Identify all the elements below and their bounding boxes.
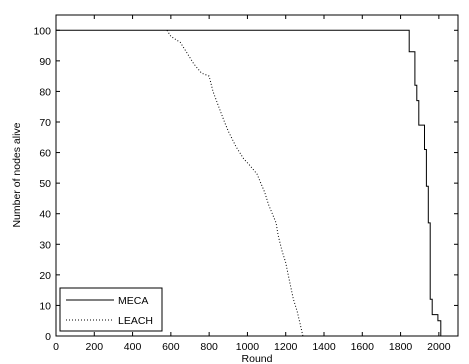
x-axis: 0 200 400 600 800 1000 1200 1400 1600 1800 2000 [53, 15, 451, 353]
x-tick-label: 400 [124, 341, 142, 353]
y-tick-label: 50 [39, 178, 51, 190]
x-tick-label: 1000 [236, 341, 260, 353]
x-tick-label: 0 [53, 341, 59, 353]
legend: MECA LEACH [59, 287, 163, 332]
x-tick-label: 600 [162, 341, 180, 353]
x-tick-label: 1600 [351, 341, 375, 353]
x-tick-label: 800 [200, 341, 218, 353]
x-axis-title: Round [242, 353, 273, 364]
y-tick-label: 70 [39, 117, 51, 129]
y-tick-label: 0 [45, 331, 51, 343]
x-tick-label: 1200 [274, 341, 298, 353]
y-tick-label: 80 [39, 86, 51, 98]
y-tick-label: 20 [39, 270, 51, 282]
series-line-meca [56, 29, 442, 337]
y-tick-label: 90 [39, 56, 51, 68]
plot-area [55, 14, 459, 337]
y-tick-label: 40 [39, 209, 51, 221]
legend-label-meca: MECA [118, 295, 148, 307]
legend-label-leach: LEACH [118, 315, 153, 327]
x-tick-label: 1800 [389, 341, 413, 353]
y-tick-label: 100 [33, 25, 51, 37]
series-line-leach [166, 30, 304, 337]
x-tick-label: 1400 [312, 341, 336, 353]
x-tick-label: 2000 [427, 341, 451, 353]
y-axis-title: Number of nodes alive [11, 122, 23, 227]
y-axis: 0 10 20 30 40 50 60 70 80 90 100 [33, 25, 458, 343]
legend-box [59, 287, 163, 332]
y-tick-label: 60 [39, 148, 51, 160]
y-tick-label: 30 [39, 239, 51, 251]
x-tick-label: 200 [86, 341, 104, 353]
y-tick-label: 10 [39, 300, 51, 312]
series-layer [56, 29, 442, 337]
